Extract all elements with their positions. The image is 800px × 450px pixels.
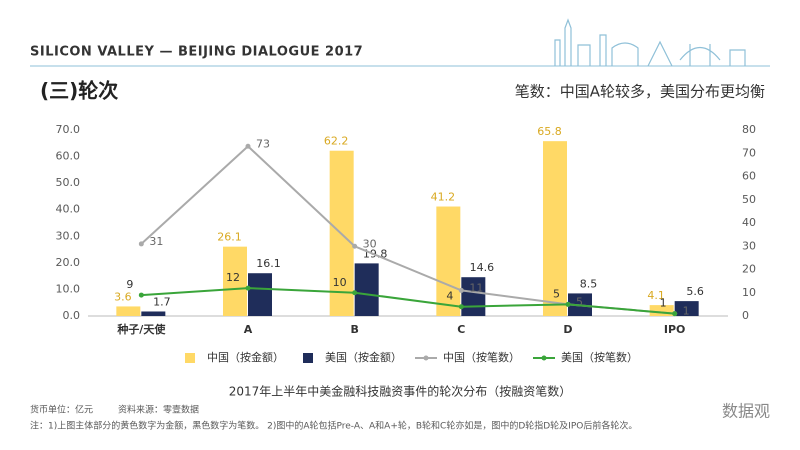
x-tick-label: 种子/天使 <box>116 322 166 336</box>
bar <box>649 305 674 316</box>
bar-value-label: 1.7 <box>153 295 171 308</box>
bar-value-label: 26.1 <box>217 231 242 244</box>
line-value-label: 10 <box>333 276 347 289</box>
bar-value-label: 3.6 <box>114 290 132 303</box>
line-value-label: 1 <box>660 297 667 310</box>
line-point <box>352 290 358 296</box>
y2-tick-label: 70 <box>742 146 756 159</box>
line-point <box>138 292 144 298</box>
bar-value-label: 65.8 <box>537 125 562 138</box>
y-tick-label: 70.0 <box>56 123 81 136</box>
line-point <box>672 311 678 317</box>
bar-value-label: 41.2 <box>431 191 456 204</box>
y2-tick-label: 30 <box>742 239 756 252</box>
bar <box>436 206 461 316</box>
legend-label: 美国（按笔数） <box>561 350 638 364</box>
y2-tick-label: 60 <box>742 170 756 183</box>
legend-label: 中国（按笔数） <box>443 350 520 364</box>
bar-value-label: 62.2 <box>324 135 349 148</box>
legend-label: 中国（按金额） <box>207 350 284 364</box>
section-title: (三)轮次 <box>40 79 118 103</box>
line-value-label: 73 <box>256 137 270 150</box>
footnote: 注：1)上图主体部分的黄色数字为金额，黑色数字为笔数。 2)图中的A轮包括Pre… <box>30 420 637 432</box>
line-value-label: 4 <box>446 290 453 303</box>
watermark: 数据观 <box>722 402 770 421</box>
line-point <box>245 143 251 149</box>
x-tick-label: C <box>457 323 465 336</box>
unit-note: 货币单位：亿元 <box>30 404 93 416</box>
bar-value-label: 16.1 <box>256 257 281 270</box>
x-tick-label: B <box>350 323 358 336</box>
line-value-label: 1 <box>683 305 690 318</box>
y-tick-label: 0.0 <box>63 309 81 322</box>
y2-tick-label: 80 <box>742 123 756 136</box>
y-tick-label: 10.0 <box>56 282 81 295</box>
line-value-label: 30 <box>363 237 377 250</box>
line-point <box>245 285 251 291</box>
line-value-label: 5 <box>553 287 560 300</box>
bar <box>141 311 166 316</box>
y-tick-label: 50.0 <box>56 176 81 189</box>
y-tick-label: 30.0 <box>56 229 81 242</box>
legend-label: 美国（按金额） <box>325 350 402 364</box>
x-tick-label: D <box>563 323 572 336</box>
line <box>141 287 675 315</box>
y2-tick-label: 50 <box>742 193 756 206</box>
y-tick-label: 40.0 <box>56 203 81 216</box>
legend-swatch <box>303 353 313 363</box>
x-tick-label: A <box>244 323 253 336</box>
bar <box>543 141 567 316</box>
bar <box>461 277 486 316</box>
bar <box>116 306 141 316</box>
y2-tick-label: 0 <box>742 309 749 322</box>
x-tick-label: IPO <box>664 323 686 336</box>
source-note: 资料来源：零壹数据 <box>118 404 199 416</box>
line-point <box>138 241 144 247</box>
line-point <box>458 287 464 293</box>
bar <box>674 301 699 316</box>
y-tick-label: 60.0 <box>56 150 81 163</box>
bar <box>248 273 272 316</box>
bar-value-label: 14.6 <box>470 261 495 274</box>
legend-swatch <box>185 353 195 363</box>
line-value-label: 11 <box>469 281 483 294</box>
y2-tick-label: 20 <box>742 263 756 276</box>
line-value-label: 9 <box>126 278 133 291</box>
line-value-label: 12 <box>226 271 240 284</box>
line-value-label: 5 <box>576 295 583 308</box>
caption: 2017年上半年中美金融科技融资事件的轮次分布（按融资笔数） <box>229 384 572 399</box>
line-point <box>565 301 571 307</box>
bar-value-label: 8.5 <box>580 277 598 290</box>
y-tick-label: 20.0 <box>56 256 81 269</box>
legend-swatch <box>541 355 547 361</box>
line-point <box>352 243 358 249</box>
line-value-label: 31 <box>149 235 163 248</box>
skyline <box>554 18 746 67</box>
bar-value-label: 4.1 <box>647 289 665 302</box>
y2-tick-label: 10 <box>742 286 756 299</box>
bar <box>354 263 379 316</box>
headline: 笔数：中国A轮较多，美国分布更均衡 <box>515 83 765 101</box>
y2-tick-label: 40 <box>742 216 756 229</box>
line-point <box>458 304 464 310</box>
banner: SILICON VALLEY — BEIJING DIALOGUE 2017 <box>30 45 363 60</box>
bar <box>223 246 247 316</box>
bar-value-label: 5.6 <box>686 285 704 298</box>
legend-swatch <box>423 355 429 361</box>
